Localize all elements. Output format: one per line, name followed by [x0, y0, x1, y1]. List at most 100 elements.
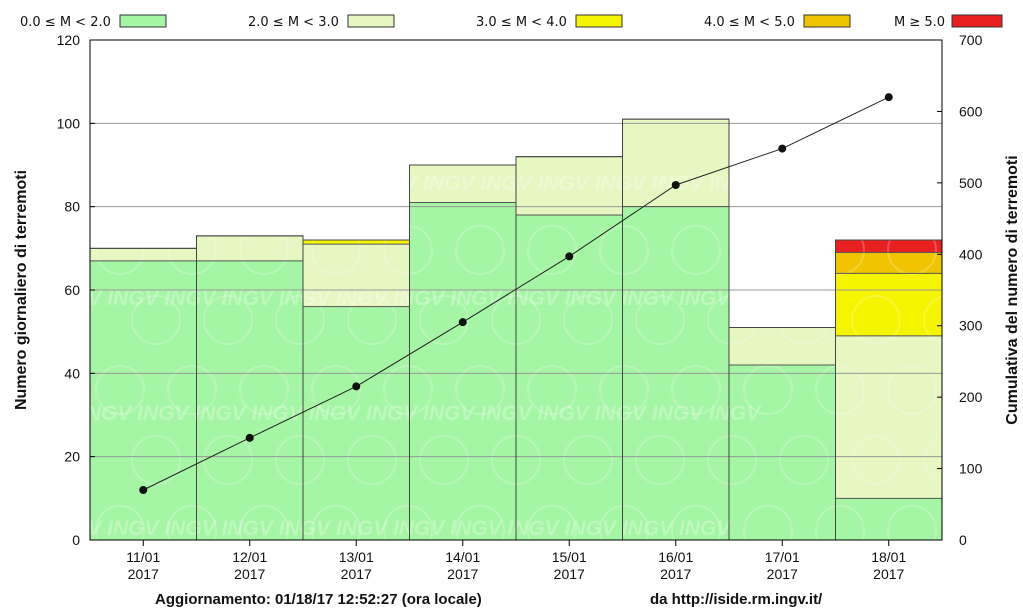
legend-label-1: 0.0 ≤ M < 2.0 [20, 15, 111, 30]
bar-segment-5-2 [516, 156, 623, 215]
bar-segment-5-1 [516, 215, 623, 540]
bar-segment-8-4 [835, 252, 942, 274]
x-tick-label-year: 2017 [128, 566, 159, 582]
bar-segment-7-2 [729, 327, 836, 365]
cumulative-series [139, 93, 893, 494]
watermark-globe [455, 225, 505, 275]
x-tick-label-year: 2017 [660, 566, 691, 582]
cumulative-point-8 [884, 93, 893, 102]
x-tick-label-date: 11/01 [126, 549, 160, 565]
y-tick-label-right: 100 [959, 461, 983, 477]
bars [90, 119, 942, 540]
x-tick-label-year: 2017 [234, 566, 265, 582]
y-tick-label-left: 60 [64, 282, 80, 298]
bar-segment-8-1 [835, 498, 942, 540]
watermark-row: INGV INGV INGV INGV INGV INGV INGV INGV … [80, 402, 762, 425]
watermark-globe [527, 225, 577, 275]
watermark-globe [743, 365, 793, 415]
bar-segment-7-1 [729, 365, 836, 540]
update-timestamp: Aggiornamento: 01/18/17 12:52:27 (ora lo… [155, 591, 482, 608]
y-tick-label-right: 400 [959, 246, 983, 262]
watermark-globe [203, 295, 253, 345]
y-tick-label-left: 100 [57, 115, 81, 131]
watermark-globe [707, 435, 757, 485]
watermark-globe [635, 295, 685, 345]
y-tick-label-right: 300 [959, 318, 983, 334]
watermark-globe [419, 435, 469, 485]
left-axis: 0 20 40 60 80 100 120 [57, 32, 95, 548]
legend-label-2: 2.0 ≤ M < 3.0 [248, 15, 339, 30]
y-tick-label-left: 40 [64, 365, 80, 381]
y-tick-label-left: 0 [72, 532, 80, 548]
legend-swatch-5 [951, 14, 1003, 28]
x-tick-label-year: 2017 [341, 566, 372, 582]
y-tick-label-right: 0 [959, 532, 967, 548]
watermark-globe [887, 225, 937, 275]
y-tick-label-right: 500 [959, 175, 983, 191]
bar-segment-2-2 [196, 235, 303, 261]
watermark-row: INGV INGV INGV INGV INGV INGV INGV INGV … [80, 172, 762, 195]
watermark-globe [311, 365, 361, 415]
y-tick-label-right: 200 [959, 389, 983, 405]
x-tick-label-date: 17/01 [765, 549, 800, 565]
watermark-globe [383, 365, 433, 415]
cumulative-point-2 [245, 433, 254, 442]
x-tick-label-date: 15/01 [552, 549, 587, 565]
y-tick-label-right: 600 [959, 103, 983, 119]
watermark-globe [779, 295, 829, 345]
plot-area: INGV INGV INGV INGV INGV INGV INGV INGV … [50, 39, 943, 541]
watermark-globe [383, 505, 433, 540]
right-axis: 0 100 200 300 400 500 600 700 [937, 32, 983, 548]
cumulative-line [143, 96, 889, 491]
watermark-globe [167, 505, 217, 540]
watermark-globe [95, 505, 145, 540]
watermark-globe [851, 295, 901, 345]
bar-segment-8-5 [835, 240, 942, 253]
bar-segment-6-2 [622, 119, 729, 207]
legend-swatch-2 [347, 14, 395, 28]
watermark-globe [239, 225, 289, 275]
cumulative-point-4 [458, 318, 467, 327]
x-tick-label-date: 12/01 [232, 549, 267, 565]
bar-segment-3-1 [303, 306, 410, 540]
watermark-globe [95, 365, 145, 415]
bar-segment-2-1 [196, 260, 303, 540]
bar-segment-1-2 [90, 248, 197, 261]
y-tick-label-right: 700 [959, 32, 983, 48]
legend-swatch-3 [575, 14, 623, 28]
watermark-globe [383, 225, 433, 275]
watermark-globe [347, 435, 397, 485]
x-tick-label-year: 2017 [554, 566, 585, 582]
watermark-globe [311, 505, 361, 540]
bar-segment-3-2 [303, 244, 410, 307]
watermark-globe [167, 225, 217, 275]
watermark-globe [923, 435, 942, 485]
legend-swatch-1 [119, 14, 167, 28]
watermark-globe [743, 225, 793, 275]
watermark-globe [527, 505, 577, 540]
watermark-globe [455, 365, 505, 415]
watermark-row: INGV INGV INGV INGV INGV INGV INGV INGV … [50, 517, 732, 540]
x-tick-label-year: 2017 [767, 566, 798, 582]
x-axis: 11/01201712/01201713/01201714/01201715/0… [126, 540, 906, 582]
watermark-globe [671, 225, 721, 275]
watermark-globe [311, 225, 361, 275]
watermark-globe [563, 435, 613, 485]
watermark-globe [743, 505, 793, 540]
bar-segment-8-3 [835, 273, 942, 336]
watermark-globe [887, 365, 937, 415]
y-axis-label-right: Cumulativa del numero di terremoti [1004, 155, 1021, 424]
bar-segment-4-1 [409, 202, 516, 540]
watermark-globe [527, 365, 577, 415]
watermark-globe [707, 295, 757, 345]
bar-segment-8-2 [835, 335, 942, 499]
watermark-globe [239, 505, 289, 540]
watermark-globe [167, 365, 217, 415]
legend-label-3: 3.0 ≤ M < 4.0 [476, 15, 567, 30]
cumulative-point-1 [139, 486, 148, 494]
watermark-globe [563, 295, 613, 345]
watermark-globe [599, 225, 649, 275]
bar-segment-3-3 [303, 240, 410, 245]
x-tick-label-date: 13/01 [339, 549, 374, 565]
